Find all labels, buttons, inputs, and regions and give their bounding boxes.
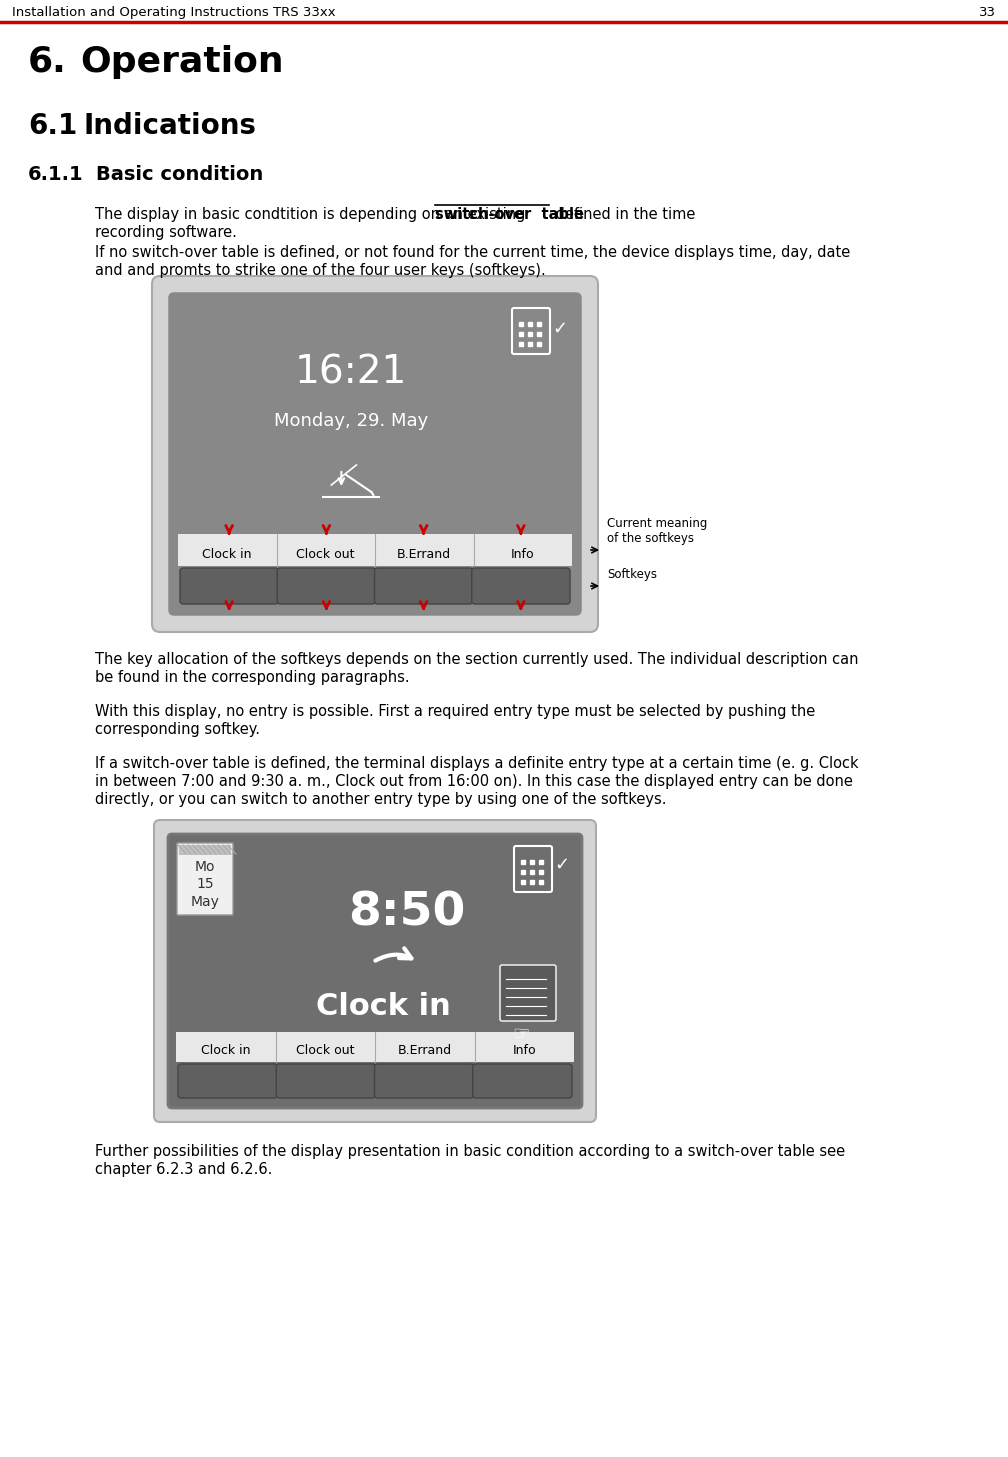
FancyBboxPatch shape xyxy=(472,568,570,605)
FancyBboxPatch shape xyxy=(500,965,556,1021)
FancyBboxPatch shape xyxy=(473,1064,572,1099)
Text: If no switch-over table is defined, or not found for the current time, the devic: If no switch-over table is defined, or n… xyxy=(95,245,851,259)
Text: Installation and Operating Instructions TRS 33xx: Installation and Operating Instructions … xyxy=(12,6,336,19)
Text: chapter 6.2.3 and 6.2.6.: chapter 6.2.3 and 6.2.6. xyxy=(95,1163,272,1177)
Text: 6.1.1: 6.1.1 xyxy=(28,165,84,184)
Text: Indications: Indications xyxy=(84,112,257,140)
FancyBboxPatch shape xyxy=(512,307,550,354)
FancyBboxPatch shape xyxy=(514,847,552,892)
Text: Info: Info xyxy=(511,548,534,561)
FancyBboxPatch shape xyxy=(276,1064,376,1099)
Bar xyxy=(179,845,231,855)
Text: 6.: 6. xyxy=(28,45,67,79)
Text: With this display, no entry is possible. First a required entry type must be sel: With this display, no entry is possible.… xyxy=(95,704,815,718)
Bar xyxy=(178,565,572,606)
Text: Clock out: Clock out xyxy=(296,1045,355,1058)
Text: B.Errand: B.Errand xyxy=(398,1045,452,1058)
Text: ✓: ✓ xyxy=(552,321,568,338)
FancyBboxPatch shape xyxy=(178,1064,277,1099)
FancyBboxPatch shape xyxy=(277,568,376,605)
Text: recording software.: recording software. xyxy=(95,224,237,240)
Text: and and promts to strike one of the four user keys (softkeys).: and and promts to strike one of the four… xyxy=(95,264,545,278)
Text: Clock in: Clock in xyxy=(316,992,451,1021)
Text: 8:50: 8:50 xyxy=(348,890,466,935)
Bar xyxy=(176,1062,574,1100)
Text: Info: Info xyxy=(512,1045,536,1058)
Text: 33: 33 xyxy=(979,6,996,19)
Bar xyxy=(176,842,574,1032)
FancyBboxPatch shape xyxy=(177,844,233,915)
Text: Mo
15
May: Mo 15 May xyxy=(191,860,220,909)
FancyBboxPatch shape xyxy=(170,294,580,613)
Text: Clock in: Clock in xyxy=(201,1045,251,1058)
Text: in between 7:00 and 9:30 a. m., Clock out from 16:00 on). In this case the displ: in between 7:00 and 9:30 a. m., Clock ou… xyxy=(95,774,853,790)
Text: defined in the time: defined in the time xyxy=(551,207,696,221)
Text: be found in the corresponding paragraphs.: be found in the corresponding paragraphs… xyxy=(95,670,409,685)
Text: 16:21: 16:21 xyxy=(295,354,407,392)
FancyBboxPatch shape xyxy=(154,820,596,1122)
FancyBboxPatch shape xyxy=(168,833,582,1107)
Text: ☞: ☞ xyxy=(512,1026,529,1045)
Text: Operation: Operation xyxy=(80,45,283,79)
FancyBboxPatch shape xyxy=(180,568,278,605)
FancyBboxPatch shape xyxy=(178,302,572,535)
Bar xyxy=(176,1032,574,1062)
Text: The key allocation of the softkeys depends on the section currently used. The in: The key allocation of the softkeys depen… xyxy=(95,651,859,667)
FancyBboxPatch shape xyxy=(152,275,598,632)
Text: directly, or you can switch to another entry type by using one of the softkeys.: directly, or you can switch to another e… xyxy=(95,793,666,807)
Text: The display in basic condtition is depending on an existing: The display in basic condtition is depen… xyxy=(95,207,530,221)
Text: If a switch-over table is defined, the terminal displays a definite entry type a: If a switch-over table is defined, the t… xyxy=(95,756,859,771)
Text: Current meaning
of the softkeys: Current meaning of the softkeys xyxy=(607,517,708,545)
Text: Basic condition: Basic condition xyxy=(96,165,263,184)
FancyBboxPatch shape xyxy=(375,1064,474,1099)
FancyBboxPatch shape xyxy=(375,568,473,605)
Text: Softkeys: Softkeys xyxy=(607,568,657,581)
Text: Clock out: Clock out xyxy=(296,548,355,561)
Text: Clock in: Clock in xyxy=(203,548,252,561)
Text: switch-over  table: switch-over table xyxy=(435,207,584,221)
Text: Further possibilities of the display presentation in basic condition according t: Further possibilities of the display pre… xyxy=(95,1144,845,1158)
Text: 6.1: 6.1 xyxy=(28,112,78,140)
Bar xyxy=(178,535,572,565)
Text: Monday, 29. May: Monday, 29. May xyxy=(274,412,428,430)
Text: corresponding softkey.: corresponding softkey. xyxy=(95,723,260,737)
Text: ✓: ✓ xyxy=(554,857,570,874)
Text: B.Errand: B.Errand xyxy=(397,548,452,561)
